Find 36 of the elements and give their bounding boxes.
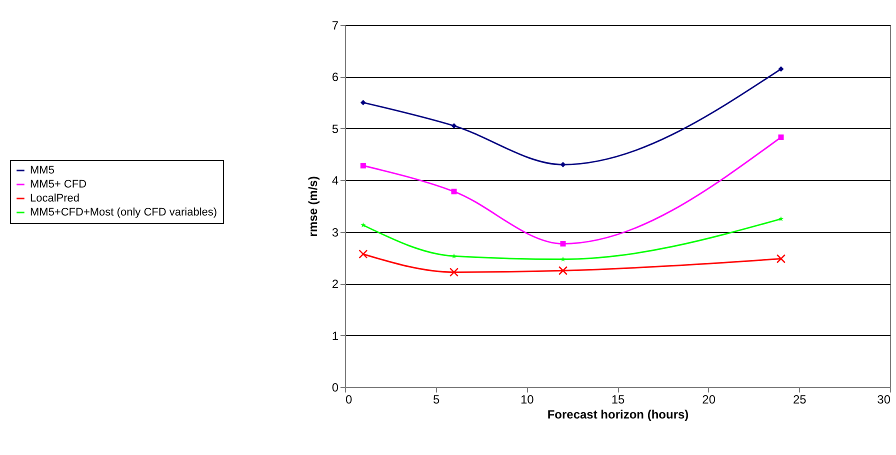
y-tick-label: 5 <box>332 122 339 136</box>
point <box>558 266 568 276</box>
point <box>358 250 368 259</box>
legend-label: MM5+ CFD <box>30 178 87 190</box>
point <box>560 241 566 246</box>
point <box>778 134 784 140</box>
point <box>360 100 366 106</box>
y-tick-label: 7 <box>332 18 339 32</box>
point <box>449 268 459 277</box>
point <box>778 216 784 222</box>
x-tick-label: 30 <box>877 392 891 406</box>
legend-label: MM5 <box>30 164 54 176</box>
point <box>360 222 366 228</box>
y-axis-title: rmse (m/s) <box>306 176 320 237</box>
y-tick-label: 6 <box>332 70 339 84</box>
y-tick-label: 4 <box>332 174 339 188</box>
point <box>451 188 457 194</box>
x-tick-label: 0 <box>346 392 352 406</box>
y-tick-label: 0 <box>332 380 339 394</box>
point <box>560 162 566 168</box>
legend-label: MM5+CFD+Most (only CFD variables) <box>30 206 218 218</box>
x-tick-label: 20 <box>702 392 716 406</box>
x-tick-label: 5 <box>432 392 440 406</box>
y-tick-label: 2 <box>332 277 339 292</box>
legend-label: LocalPred <box>30 192 80 204</box>
x-axis-title: Forecast horizon (hours) <box>547 408 689 422</box>
x-tick-label: 10 <box>520 392 534 406</box>
point <box>360 162 366 168</box>
x-tick-label: 25 <box>792 392 807 406</box>
x-tick-label: 15 <box>611 392 625 406</box>
point <box>776 254 786 264</box>
y-tick-label: 1 <box>332 328 339 343</box>
point <box>778 66 784 72</box>
point <box>451 123 457 129</box>
point <box>451 253 457 258</box>
y-tick-label: 3 <box>332 225 339 240</box>
